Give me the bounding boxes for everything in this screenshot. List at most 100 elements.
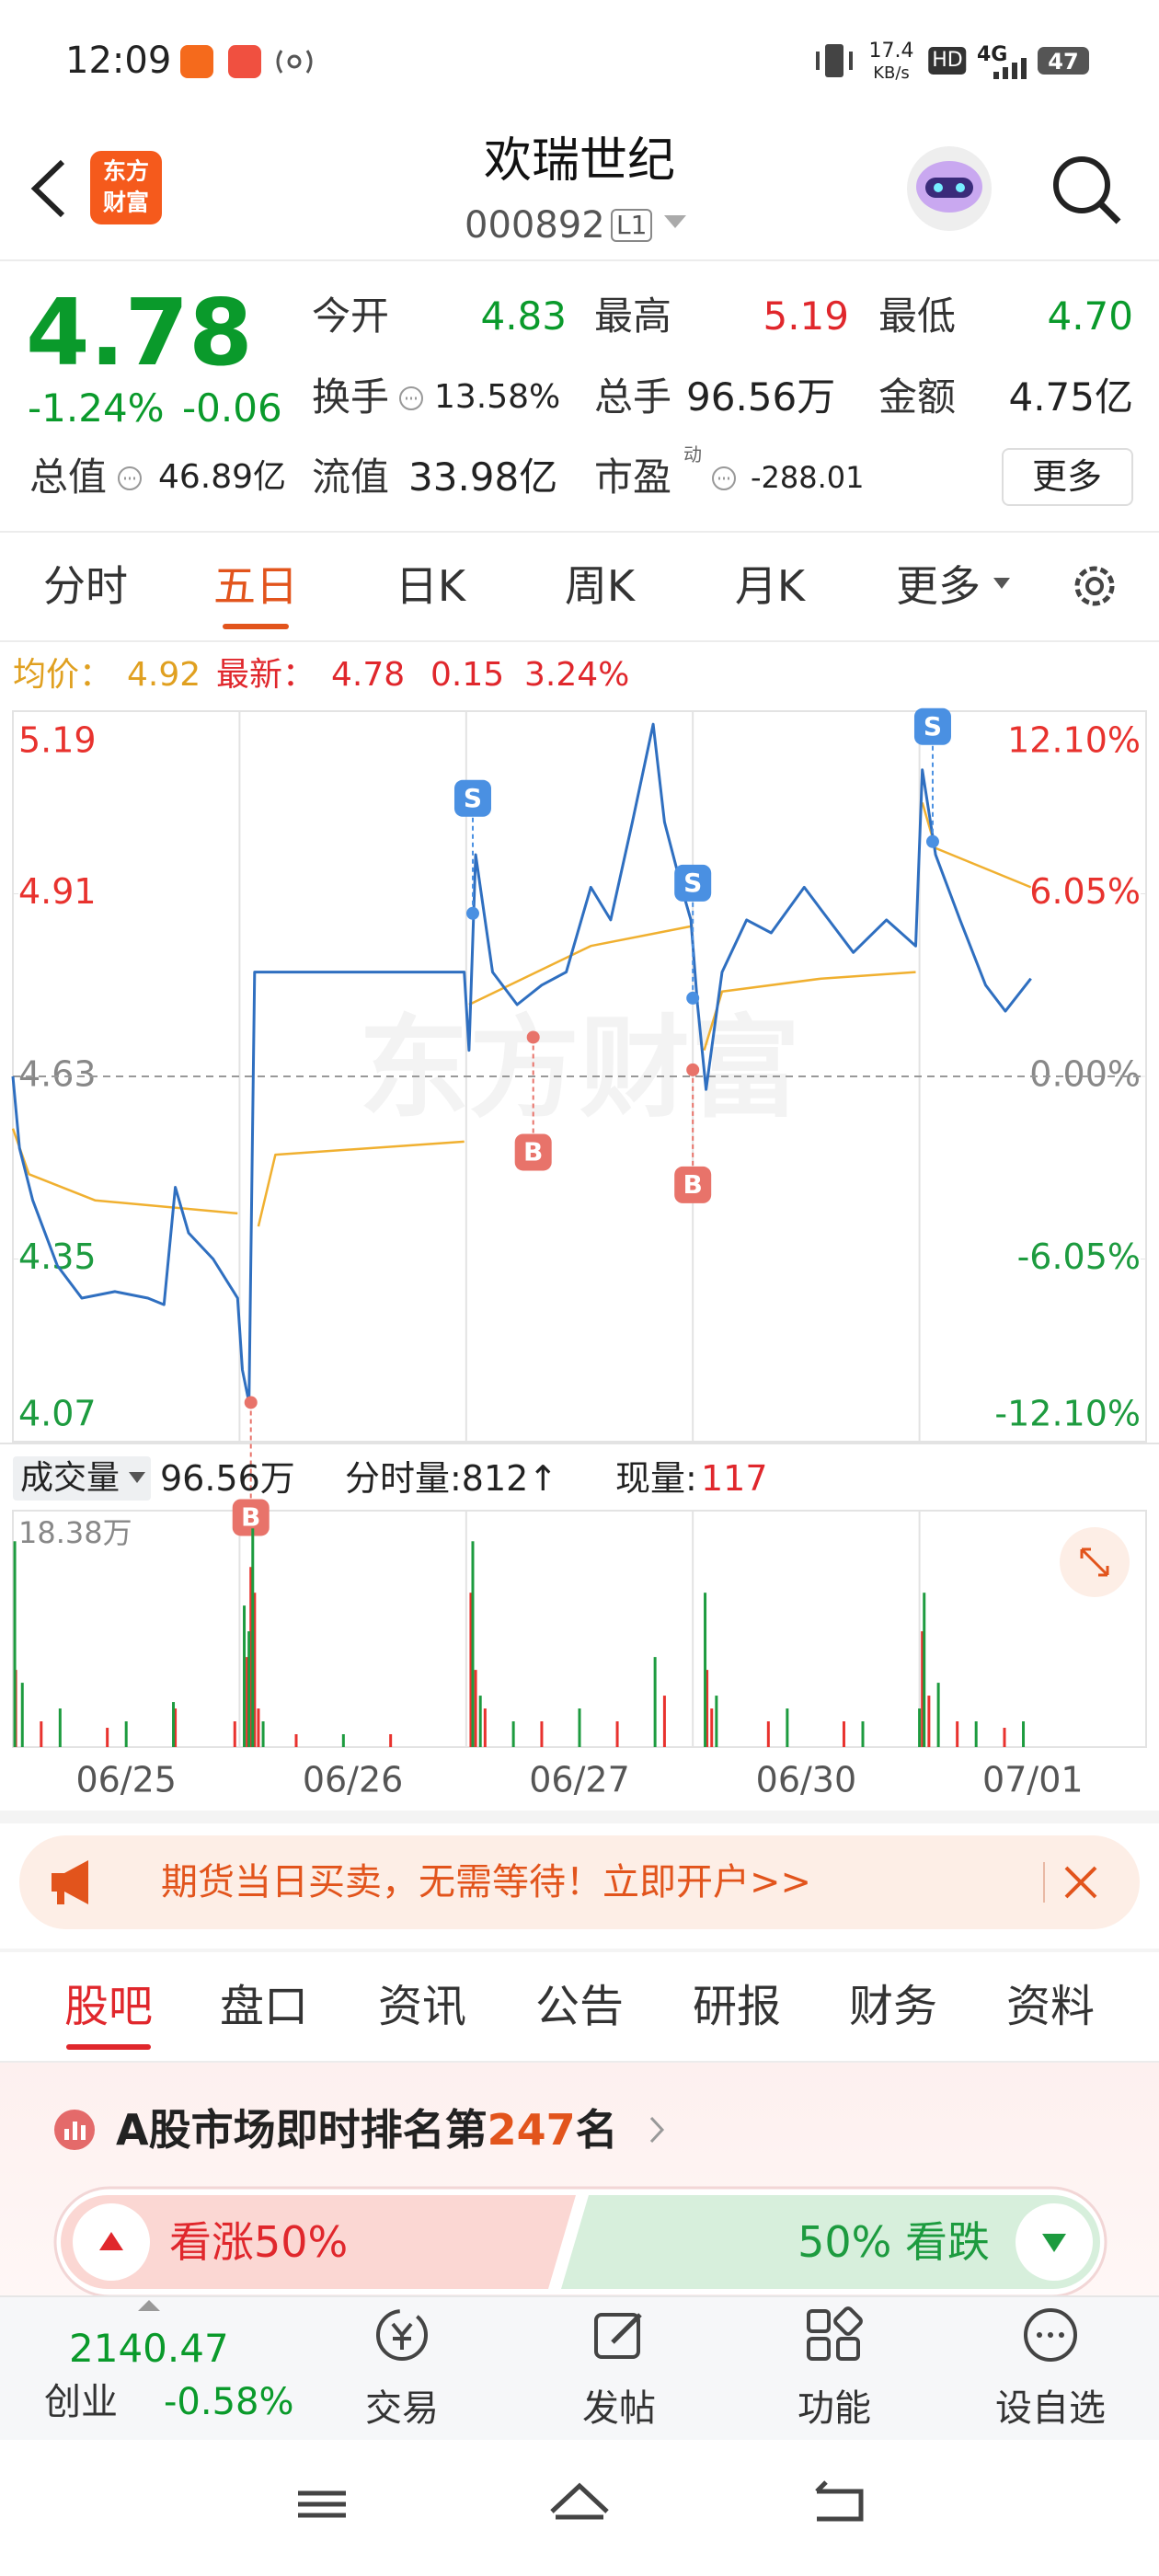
volume-bar <box>246 1657 249 1747</box>
volume-bar <box>469 1593 473 1747</box>
signal-icon <box>993 58 1027 79</box>
logo-text: 财富 <box>102 189 150 216</box>
trade-label: B <box>523 1136 543 1167</box>
field-label: 流值 <box>312 454 390 500</box>
divider <box>0 259 1159 261</box>
status-icons <box>180 45 313 78</box>
section-tab[interactable]: 研报 <box>692 1981 782 2032</box>
volume-bar <box>474 1670 477 1747</box>
trade-label: B <box>241 1501 260 1532</box>
y2-tick-label: 6.05% <box>1029 871 1141 912</box>
volume-bar <box>923 1593 926 1747</box>
x-tick-label: 06/25 <box>75 1760 177 1800</box>
expand-button[interactable] <box>1058 1525 1131 1599</box>
section-tab[interactable]: 股吧 <box>63 1981 154 2032</box>
bottom-action[interactable]: 设自选 <box>995 2387 1106 2430</box>
info-icon[interactable] <box>710 465 738 492</box>
hd-badge: HD <box>928 47 967 75</box>
chart-tab[interactable]: 周K <box>564 561 636 611</box>
last-price: 4.78 <box>26 279 253 386</box>
volume-bar <box>106 1728 109 1747</box>
vote-bull[interactable]: 看涨50% <box>169 2217 349 2267</box>
vote-bar <box>53 2186 1107 2298</box>
more-button[interactable] <box>1002 448 1133 506</box>
trade-point <box>686 1063 700 1076</box>
volume-bar <box>172 1702 176 1747</box>
trade-label: S <box>464 783 482 813</box>
change-pct: -1.24% <box>28 385 165 431</box>
rank-text[interactable]: A股市场即时排名第247名 <box>116 2109 618 2151</box>
app-logo[interactable] <box>90 151 162 224</box>
back-button[interactable] <box>26 158 72 219</box>
settings-button[interactable] <box>1067 558 1122 614</box>
info-icon[interactable] <box>116 465 143 492</box>
bottom-action[interactable]: 发帖 <box>582 2387 656 2430</box>
section-tab[interactable]: 资讯 <box>377 1981 467 2032</box>
rank-suffix: 名 <box>575 2105 618 2155</box>
volume-bar <box>710 1708 714 1747</box>
divider <box>0 2061 1159 2063</box>
volume-selector[interactable] <box>13 1456 151 1501</box>
bottom-action[interactable]: 功能 <box>798 2387 871 2430</box>
chart-tab[interactable]: 更多 <box>896 561 981 611</box>
volume-bar <box>389 1734 393 1747</box>
volume-bar <box>936 1683 940 1747</box>
net-speed: 17.4 <box>868 40 914 63</box>
latest-value: 4.78 <box>331 656 406 694</box>
rank-icon <box>54 2110 95 2150</box>
close-button[interactable] <box>1062 1864 1099 1901</box>
y2-tick-label: -12.10% <box>994 1394 1141 1434</box>
avg-value: 4.92 <box>127 656 201 694</box>
vibrate-icon <box>816 44 853 77</box>
field-value: 4.70 <box>1047 293 1133 339</box>
search-button[interactable] <box>1049 152 1124 227</box>
trade-point <box>925 834 939 848</box>
chart-tab[interactable]: 五日 <box>213 561 298 611</box>
volume-bar <box>13 1541 17 1747</box>
volume-bar <box>233 1721 236 1747</box>
chart-tab[interactable]: 月K <box>734 561 806 611</box>
section-tab[interactable]: 资料 <box>1005 1981 1096 2032</box>
banner[interactable] <box>19 1835 1140 1929</box>
bottom-action[interactable]: 交易 <box>365 2387 439 2430</box>
volume-bar <box>842 1721 845 1747</box>
y-tick-label: 5.19 <box>18 720 97 761</box>
stock-code: 000892 <box>465 204 605 247</box>
watermark: 东方财富 <box>359 1006 800 1133</box>
chart-tab[interactable]: 分时 <box>43 561 128 611</box>
trade-point <box>244 1396 258 1409</box>
volume-bar <box>974 1721 978 1747</box>
volume-bar <box>478 1696 482 1747</box>
more-button-label: 更多 <box>1031 456 1103 497</box>
clock: 12:09 <box>65 40 172 82</box>
info-icon[interactable] <box>397 385 425 412</box>
banner-text: 期货当日买卖，无需等待！立即开户>> <box>161 1861 812 1903</box>
vote-bear[interactable]: 50% 看跌 <box>798 2217 990 2267</box>
field-label: 换手 <box>312 374 390 420</box>
section-tab[interactable]: 财务 <box>848 1981 938 2032</box>
battery <box>1038 47 1089 75</box>
robot-avatar[interactable] <box>903 143 995 235</box>
field-label: 最高 <box>594 293 672 339</box>
trade-point <box>526 1030 540 1044</box>
volume-bar <box>918 1708 922 1747</box>
volume-bar <box>483 1708 487 1747</box>
field-label: 市盈 <box>594 454 672 500</box>
rank-number: 247 <box>487 2105 576 2155</box>
volume-bar <box>124 1721 128 1747</box>
post-icon <box>594 2313 642 2359</box>
section-tab[interactable]: 盘口 <box>219 1981 309 2032</box>
volume-bar <box>706 1670 709 1747</box>
volume-bar <box>471 1541 475 1747</box>
volume-bar <box>1003 1728 1006 1747</box>
volume-bar <box>1022 1721 1026 1747</box>
volume-bar <box>174 1708 178 1747</box>
trade-badge <box>453 779 491 817</box>
chart-tab[interactable]: 日K <box>395 561 466 611</box>
field-value: 33.98亿 <box>408 454 558 500</box>
volume-bar <box>257 1708 260 1747</box>
battery-level: 47 <box>1048 49 1079 75</box>
section-tab[interactable]: 公告 <box>534 1981 625 2032</box>
volume-bar <box>249 1567 253 1747</box>
volume-bar <box>704 1593 707 1747</box>
